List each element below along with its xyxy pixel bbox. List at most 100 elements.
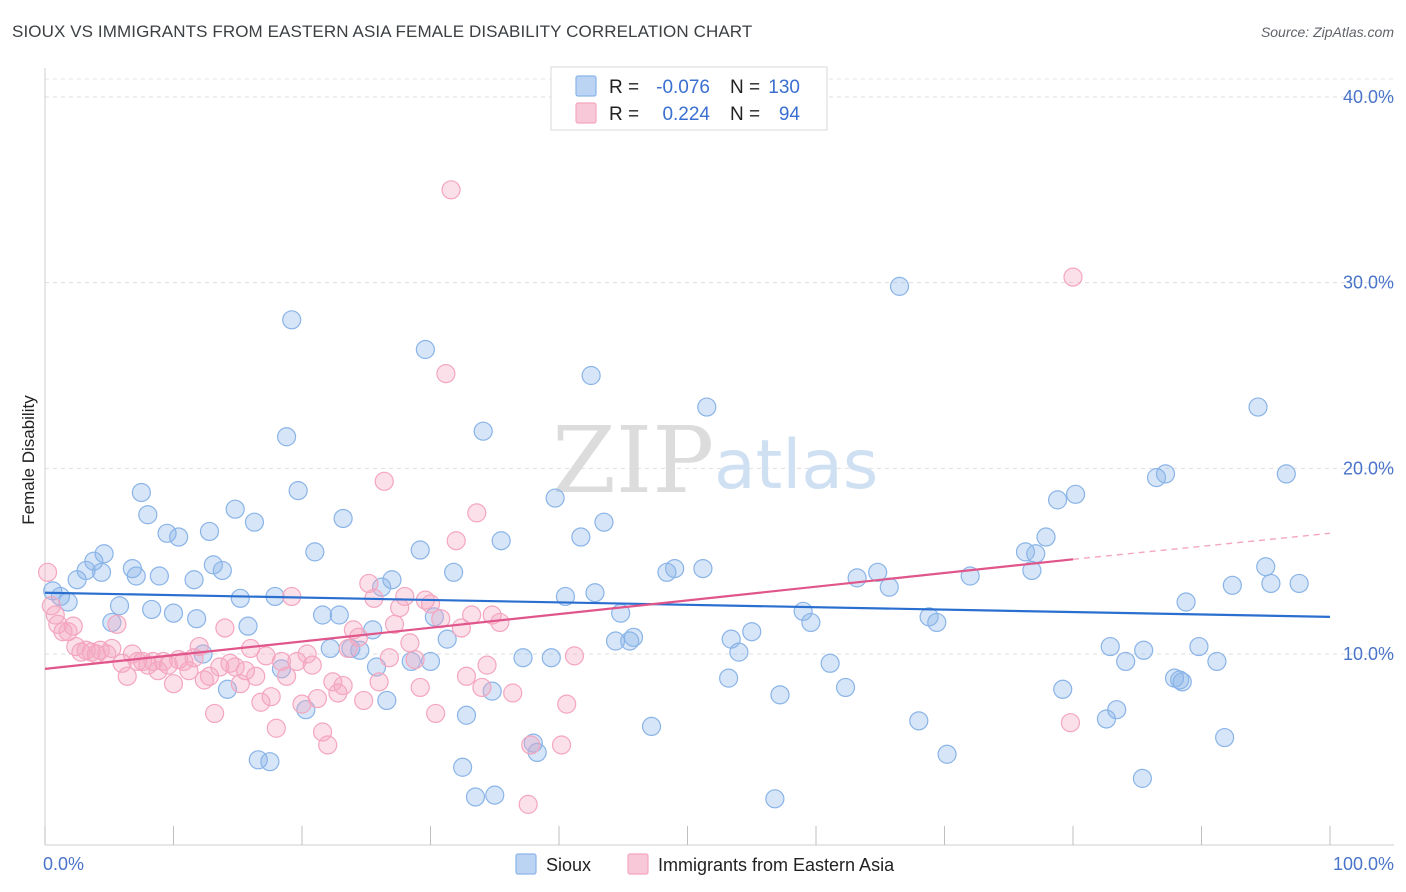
sioux-point [410,540,430,560]
immigrants-point [107,614,127,634]
sioux-point [131,482,151,503]
sioux-point [1026,544,1046,564]
legend-n-value-1: 130 [768,77,800,98]
immigrants-point [333,675,353,696]
sioux-point [230,588,250,608]
sioux-point [835,677,856,698]
sioux-point [288,481,308,501]
immigrants-point [374,471,394,491]
sioux-point [513,648,533,668]
sioux-point [473,421,493,441]
immigrants-point [323,672,343,692]
x-tick-label-min: 0.0% [43,854,84,874]
sioux-point [149,566,169,586]
sioux-point [1065,484,1086,504]
legend-n-label-2: N = [730,104,760,125]
sioux-point [1207,651,1227,672]
sioux-point [1107,700,1127,720]
sioux-point [594,512,614,532]
legend-n-value-2: 94 [779,104,801,125]
immigrants-point [564,646,585,666]
sioux-point [1248,397,1268,417]
sioux-point [260,752,280,772]
immigrants-point [503,683,523,703]
sioux-point [282,310,302,330]
bottom-legend-swatch-sioux [515,853,537,875]
sioux-point [305,542,325,562]
sioux-point [623,627,644,647]
sioux-point [801,612,821,633]
grid-layer [45,78,1394,655]
immigrants-point [359,573,379,594]
immigrants-trend-line [44,558,1074,670]
sioux-point [1189,636,1209,657]
sioux-point [770,685,790,705]
sioux-point [697,397,717,417]
sioux-point [545,488,565,508]
sioux-point [456,705,477,725]
sioux-point [1036,527,1056,547]
sioux-point [665,558,685,579]
bottom-legend-swatch-immigrants [627,853,649,875]
sioux-trend-line [44,591,1331,618]
sioux-point [333,508,353,529]
immigrants-point [102,638,122,659]
sioux-point [142,599,162,620]
sioux-point [1047,490,1068,510]
immigrants-point [318,735,338,755]
immigrants-point [456,666,477,686]
immigrants-point [271,651,292,672]
sioux-point [126,566,146,586]
immigrants-point [467,503,487,523]
sioux-point [868,562,888,582]
sioux-point [444,562,464,582]
sioux-point [1155,464,1176,484]
sioux-point [138,505,158,525]
sioux-point [377,690,397,711]
immigrants-point [472,677,492,698]
sioux-point [420,651,441,672]
series-legend: Sioux Immigrants from Eastern Asia [515,853,895,875]
sioux-point [169,527,189,547]
sioux-point [605,631,626,651]
sioux-point [1256,557,1276,577]
sioux-point [276,427,297,447]
sioux-point [187,609,207,629]
watermark-atlas: atlas [714,426,878,505]
sioux-point [620,631,640,651]
sioux-point [184,570,204,590]
immigrants-point [276,666,297,686]
immigrants-point [462,605,482,625]
sioux-point [225,499,245,519]
sioux-point [437,629,457,649]
watermark: ZIP atlas [552,407,878,514]
immigrants-point [1063,267,1083,287]
sioux-point [541,648,561,668]
immigrants-point [261,687,281,707]
immigrants-point [557,694,577,714]
sioux-point [641,716,662,737]
sioux-point [482,681,502,701]
sioux-point [320,638,340,659]
immigrants-point [58,622,78,642]
sioux-point [765,789,785,809]
sioux-point [729,642,749,662]
immigrants-point [287,651,307,672]
immigrants-point [163,674,184,694]
immigrants-point [477,655,497,675]
immigrants-point [37,562,58,582]
immigrants-point [490,612,510,633]
sioux-point [485,785,505,805]
sioux-point [366,657,387,677]
immigrants-point [446,531,466,551]
sioux-point [1222,575,1242,595]
immigrants-point [410,677,430,698]
immigrants-point [354,690,374,711]
sioux-point [109,596,130,616]
immigrants-point [551,735,572,755]
sioux-point [415,339,435,360]
immigrants-point [246,666,266,686]
sioux-point [1132,768,1152,788]
sioux-point [527,742,547,763]
